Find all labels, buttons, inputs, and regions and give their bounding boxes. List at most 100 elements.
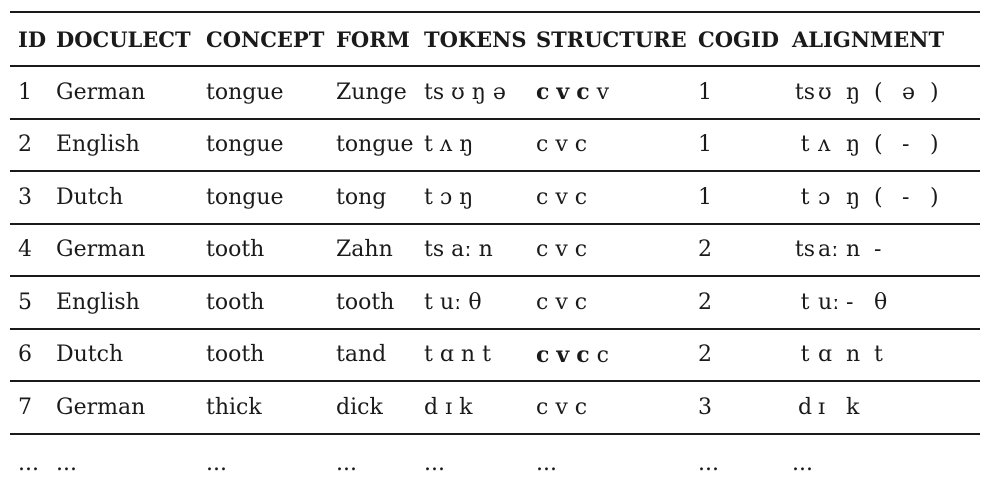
cell-doculect: English	[56, 289, 140, 315]
header-tokens: TOKENS	[424, 26, 527, 52]
cell-cogid: 2	[698, 237, 712, 263]
alignment-segment: ŋ	[846, 132, 861, 158]
cell-cogid: 1	[698, 79, 712, 105]
cell-alignment: t ʌ ŋ (-)	[784, 119, 980, 172]
alignment-segment: )	[930, 79, 939, 105]
cell-concept: tooth	[206, 237, 265, 263]
cell-structure: c v c v	[528, 66, 690, 119]
alignment-segment: -	[902, 184, 910, 210]
header-doculect: DOCULECT	[56, 26, 191, 52]
cell-doculect: Dutch	[56, 342, 124, 368]
cell-id: 5	[18, 289, 32, 315]
cell-id: 6	[18, 342, 32, 368]
alignment-segment: )	[930, 132, 939, 158]
structure-symbol: c	[596, 342, 609, 368]
cell-doculect: English	[56, 132, 140, 158]
alignment-segment: ts	[794, 79, 816, 105]
alignment-segment: ɑ	[818, 342, 833, 368]
header-form: FORM	[336, 26, 410, 52]
cell-concept: thick	[206, 394, 262, 420]
cell-tokens: ts ʊ ŋ ə	[424, 79, 506, 105]
alignment-segment: aː	[818, 237, 839, 263]
structure-symbol: v	[555, 289, 568, 315]
alignment-segment: t	[800, 132, 810, 158]
cognate-alignment-table: ID DOCULECT CONCEPT FORM TOKENS STRUCTUR…	[10, 11, 980, 492]
header-alignment: ALIGNMENT	[792, 26, 945, 52]
alignment-segment: k	[846, 394, 860, 420]
cell-form: Zunge	[336, 79, 407, 105]
cell-form: tand	[336, 342, 387, 368]
structure-symbol: c	[536, 237, 549, 263]
table-row: 4 German tooth Zahn ts aː n c v c 2 ts aː n -	[10, 224, 980, 277]
alignment-segment: t	[800, 184, 810, 210]
table-row: 5 English tooth tooth t uː θ c v c 2 t uː - θ	[10, 276, 980, 329]
table-row: 1 German tongue Zunge ts ʊ ŋ ə c v c v 1 ts ʊ ŋ (ə…	[10, 66, 980, 119]
ellipsis-cell: ...	[206, 450, 227, 476]
table-body: 1 German tongue Zunge ts ʊ ŋ ə c v c v 1 ts ʊ ŋ(ə…	[10, 66, 980, 492]
alignment-segment: (	[874, 79, 883, 105]
cell-structure: c v c	[528, 381, 690, 434]
structure-symbol: c	[574, 289, 588, 315]
alignment-segment: ts	[794, 237, 816, 263]
cell-doculect: German	[56, 79, 146, 105]
structure-symbol: v	[555, 394, 568, 420]
alignment-segment: )	[930, 184, 939, 210]
cell-structure: c v c	[528, 224, 690, 277]
header-cogid: COGID	[698, 26, 779, 52]
alignment-segment: uː	[818, 289, 840, 315]
header-concept: CONCEPT	[206, 26, 325, 52]
structure-symbol: c	[536, 394, 549, 420]
structure-symbol: v	[555, 132, 568, 158]
alignment-segment: ʊ	[818, 79, 832, 105]
header-structure: STRUCTURE	[536, 26, 687, 52]
cell-concept: tooth	[206, 289, 265, 315]
structure-symbol: v	[596, 80, 610, 106]
structure-symbol: c	[536, 289, 549, 315]
cell-tokens: t ʌ ŋ	[424, 132, 474, 158]
cell-concept: tooth	[206, 342, 265, 368]
cell-cogid: 3	[698, 394, 712, 420]
cell-cogid: 2	[698, 342, 712, 368]
cell-cogid: 1	[698, 184, 712, 210]
cell-alignment: ts ʊ ŋ (ə)	[784, 66, 980, 119]
alignment-segment: ʌ	[818, 132, 831, 158]
ellipsis-cell: ...	[792, 450, 813, 476]
ellipsis-row: ........................	[10, 434, 980, 492]
header-id: ID	[18, 26, 47, 52]
cell-form: Zahn	[336, 237, 393, 263]
table-row: 3 Dutch tongue tong t ɔ ŋ c v c 1 t ɔ ŋ (-)	[10, 171, 980, 224]
cell-tokens: t ɑ n t	[424, 342, 491, 368]
alignment-segment: (	[874, 184, 883, 210]
structure-symbol: c	[536, 184, 549, 210]
structure-symbol: c	[576, 79, 590, 106]
cell-tokens: ts aː n	[424, 237, 493, 263]
cell-alignment: ts aː n -	[784, 224, 980, 277]
alignment-segment: t	[800, 289, 810, 315]
ellipsis-cell: ...	[536, 450, 557, 476]
structure-symbol: v	[555, 184, 568, 210]
cell-tokens: t ɔ ŋ	[424, 184, 474, 210]
alignment-segment: d	[797, 394, 813, 420]
cell-cogid: 2	[698, 289, 712, 315]
structure-symbol: c	[574, 394, 588, 420]
cell-doculect: German	[56, 237, 146, 263]
header-row: ID DOCULECT CONCEPT FORM TOKENS STRUCTUR…	[10, 12, 980, 66]
structure-symbol: c	[536, 132, 549, 158]
structure-symbol: c	[536, 341, 550, 368]
structure-symbol: c	[576, 341, 590, 368]
cell-doculect: Dutch	[56, 184, 124, 210]
cell-id: 4	[18, 237, 32, 263]
cell-alignment: t ɔ ŋ (-)	[784, 171, 980, 224]
alignment-segment: -	[902, 132, 910, 158]
alignment-segment: n	[846, 237, 861, 263]
cell-form: tongue	[336, 132, 414, 158]
cell-doculect: German	[56, 394, 146, 420]
structure-symbol: v	[555, 237, 568, 263]
cell-id: 3	[18, 184, 32, 210]
alignment-segment: ŋ	[846, 184, 861, 210]
cell-tokens: d ɪ k	[424, 394, 473, 420]
cell-structure: c v c c	[528, 329, 690, 382]
